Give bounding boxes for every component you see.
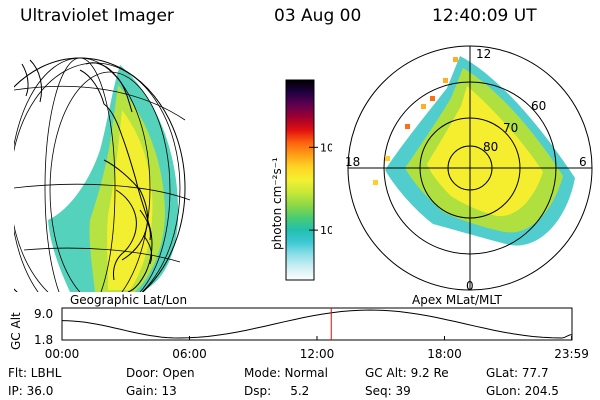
altitude-xtick-label: 06:00 [172,347,207,361]
lat-label-80: 80 [483,140,498,154]
altitude-frame [61,307,573,341]
info-door: Door: Open [126,366,195,380]
lat-label-60: 60 [531,99,546,113]
info-seq: Seq: 39 [365,384,411,398]
info-flt: Flt: LBHL [8,366,62,380]
altitude-ymax: 9.0 [34,307,53,321]
colorbar-label: photon cm⁻²s⁻¹ [270,157,284,250]
geographic-map [14,57,191,292]
mlt-label-18: 18 [345,155,360,169]
polar-plot: 12 18 6 0 60 70 80 [345,45,593,293]
info-glon: GLon: 204.5 [486,384,559,398]
mlt-label-6: 6 [579,155,587,169]
polar-caption: Apex MLat/MLT [412,293,502,307]
colorbar-ticks: 100 10 [309,141,332,237]
altitude-plot: GC Alt 9.0 1.8 00:00 06:00 12:00 18:00 23:59 [9,307,589,361]
altitude-xtick-label: 18:00 [427,347,462,361]
time-label: 12:40:09 UT [432,6,537,26]
altitude-curve [61,309,573,339]
altitude-xtick-label: 23:59 [554,347,589,361]
date-label: 03 Aug 00 [274,6,362,26]
altitude-xticks: 00:00 06:00 12:00 18:00 23:59 [45,336,589,361]
info-gain: Gain: 13 [126,384,177,398]
lat-label-70: 70 [503,121,518,135]
colorbar-tick-label: 10 [320,224,332,237]
colorbar-tick-label: 100 [320,141,332,154]
mlt-label-0: 0 [466,279,474,293]
colorbar-gradient [285,79,315,281]
geographic-caption: Geographic Lat/Lon [70,293,188,307]
altitude-xtick-label: 12:00 [300,347,335,361]
altitude-ymin: 1.8 [34,333,53,347]
info-glat: GLat: 77.7 [486,366,549,380]
instrument-title: Ultraviolet Imager [20,6,174,26]
info-mode: Mode: Normal [244,366,328,380]
info-dsp: Dsp: 5.2 [244,384,310,398]
altitude-xtick-label: 00:00 [45,347,80,361]
colorbar: 100 10 [285,79,332,281]
altitude-ylabel: GC Alt [9,312,23,350]
info-gc-alt: GC Alt: 9.2 Re [365,366,449,380]
mlt-label-12: 12 [476,47,491,61]
info-ip: IP: 36.0 [8,384,54,398]
